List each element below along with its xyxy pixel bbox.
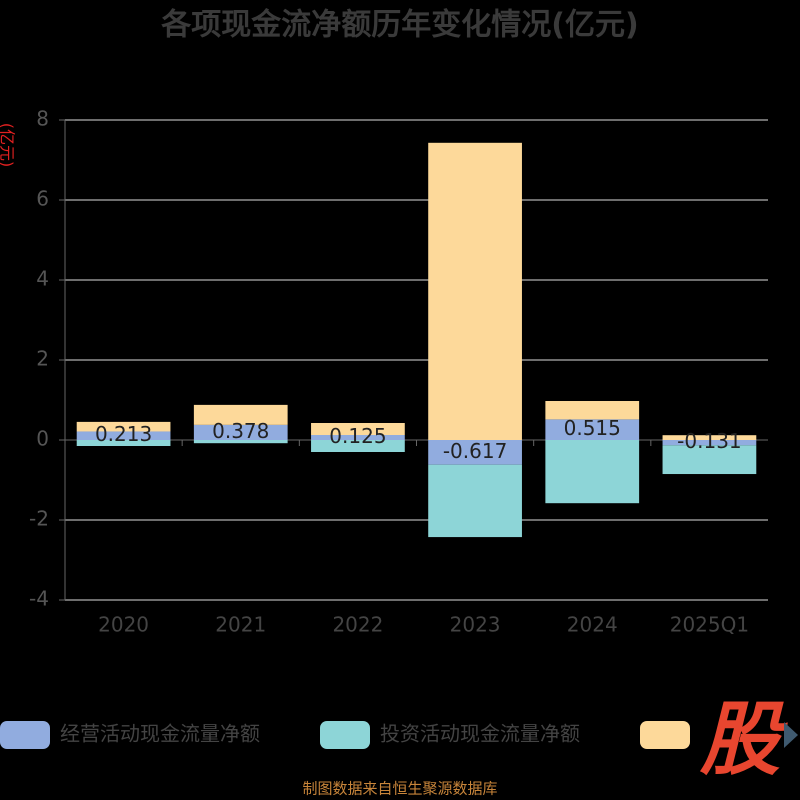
chart-title: 各项现金流净额历年变化情况(亿元) [160,8,638,43]
legend-swatch [320,721,370,749]
y-tick-label: 6 [36,187,49,211]
y-tick-label: -2 [29,507,49,531]
value-label: 0.125 [329,424,386,448]
legend-label: 经营活动现金流量净额 [60,722,260,746]
bar-segment [193,440,288,444]
bar-segment [545,419,640,440]
y-tick-label: -4 [29,587,49,611]
bar-segment [428,464,522,538]
bar-segment [193,424,288,440]
x-tick-label: 2024 [567,613,618,637]
x-tick-label: 2020 [98,613,149,637]
legend-swatch [0,721,50,749]
bar-segment [662,440,757,446]
y-tick-label: 0 [36,427,49,451]
legend-swatch [640,721,690,749]
x-tick-label: 2021 [215,613,266,637]
bar-segment [76,440,171,446]
value-label: 0.515 [564,416,621,440]
bar-segment [662,435,757,440]
bar-segment [193,404,288,425]
value-label: -0.131 [677,429,741,453]
y-tick-label: 8 [36,107,49,131]
source: 制图数据来自恒生聚源数据库 [302,780,497,798]
bar-segment [311,423,405,435]
x-tick-label: 2022 [332,613,383,637]
bar-segment [76,421,171,432]
y-tick-label: 4 [36,267,49,291]
bar-segment [311,435,405,440]
legend-next-arrow[interactable] [784,722,798,748]
legend-label: 投资活动现金流量净额 [380,722,580,746]
bar-segment [545,401,640,420]
logo-text: 股 [699,693,788,786]
logo: 股 [699,693,788,786]
bar-segment [428,440,522,465]
bar-segment [662,445,757,475]
bar-segment [311,440,405,452]
x-tick-label: 2025Q1 [670,613,749,637]
bar-segment [545,440,640,504]
value-label: -0.617 [443,439,507,463]
bar-segment [428,142,522,441]
value-label: 0.378 [212,419,269,443]
x-tick-label: 2023 [450,613,501,637]
y-tick-label: 2 [36,347,49,371]
y-axis-label: (亿元) [0,123,17,168]
value-label: 0.213 [95,422,152,446]
bar-segment [76,431,171,440]
